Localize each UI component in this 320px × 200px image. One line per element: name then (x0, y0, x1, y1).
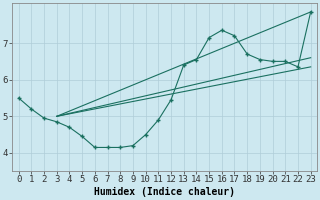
X-axis label: Humidex (Indice chaleur): Humidex (Indice chaleur) (94, 187, 235, 197)
